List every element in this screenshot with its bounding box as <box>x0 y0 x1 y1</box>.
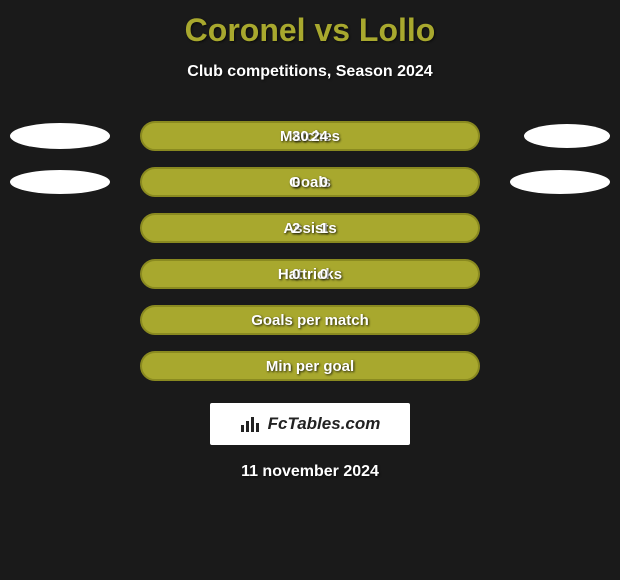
stat-value-left: 2 <box>292 220 300 237</box>
stat-value-right: 0 <box>320 174 328 191</box>
logo-box: FcTables.com <box>210 403 410 445</box>
stat-value-left: 0 <box>292 174 300 191</box>
subtitle: Club competitions, Season 2024 <box>0 63 620 81</box>
stat-bar: 0 Hattricks 0 <box>140 259 480 289</box>
stat-row-goals: 0 Goals 0 <box>0 159 620 205</box>
stat-value-right: 0 <box>320 266 328 283</box>
oval-right-goals <box>510 170 610 194</box>
stat-row-mpg: Min per goal <box>0 343 620 389</box>
stat-label: Goals per match <box>251 312 369 329</box>
stat-label: Matches <box>280 128 340 145</box>
stat-row-assists: 2 Assists 1 <box>0 205 620 251</box>
stat-row-gpm: Goals per match <box>0 297 620 343</box>
oval-left-matches <box>10 123 110 149</box>
oval-left-goals <box>10 170 110 194</box>
stat-bar: 2 Assists 1 <box>140 213 480 243</box>
stat-bar: 0 Goals 0 <box>140 167 480 197</box>
stat-value-left: 30 <box>292 128 309 145</box>
stat-row-hattricks: 0 Hattricks 0 <box>0 251 620 297</box>
page-title: Coronel vs Lollo <box>0 0 620 49</box>
oval-right-matches <box>524 124 610 148</box>
date-label: 11 november 2024 <box>0 463 620 481</box>
bars-icon <box>240 415 262 433</box>
stat-value-left: 0 <box>292 266 300 283</box>
stat-value-right: 1 <box>320 220 328 237</box>
stat-label: Hattricks <box>278 266 342 283</box>
stat-row-matches: 30 Matches 24 <box>0 113 620 159</box>
stat-value-right: 24 <box>311 128 328 145</box>
stats-container: 30 Matches 24 0 Goals 0 2 Assists 1 0 Ha… <box>0 113 620 389</box>
stat-bar: 30 Matches 24 <box>140 121 480 151</box>
stat-bar: Goals per match <box>140 305 480 335</box>
logo-text: FcTables.com <box>268 414 381 434</box>
stat-label: Min per goal <box>266 358 354 375</box>
stat-bar: Min per goal <box>140 351 480 381</box>
